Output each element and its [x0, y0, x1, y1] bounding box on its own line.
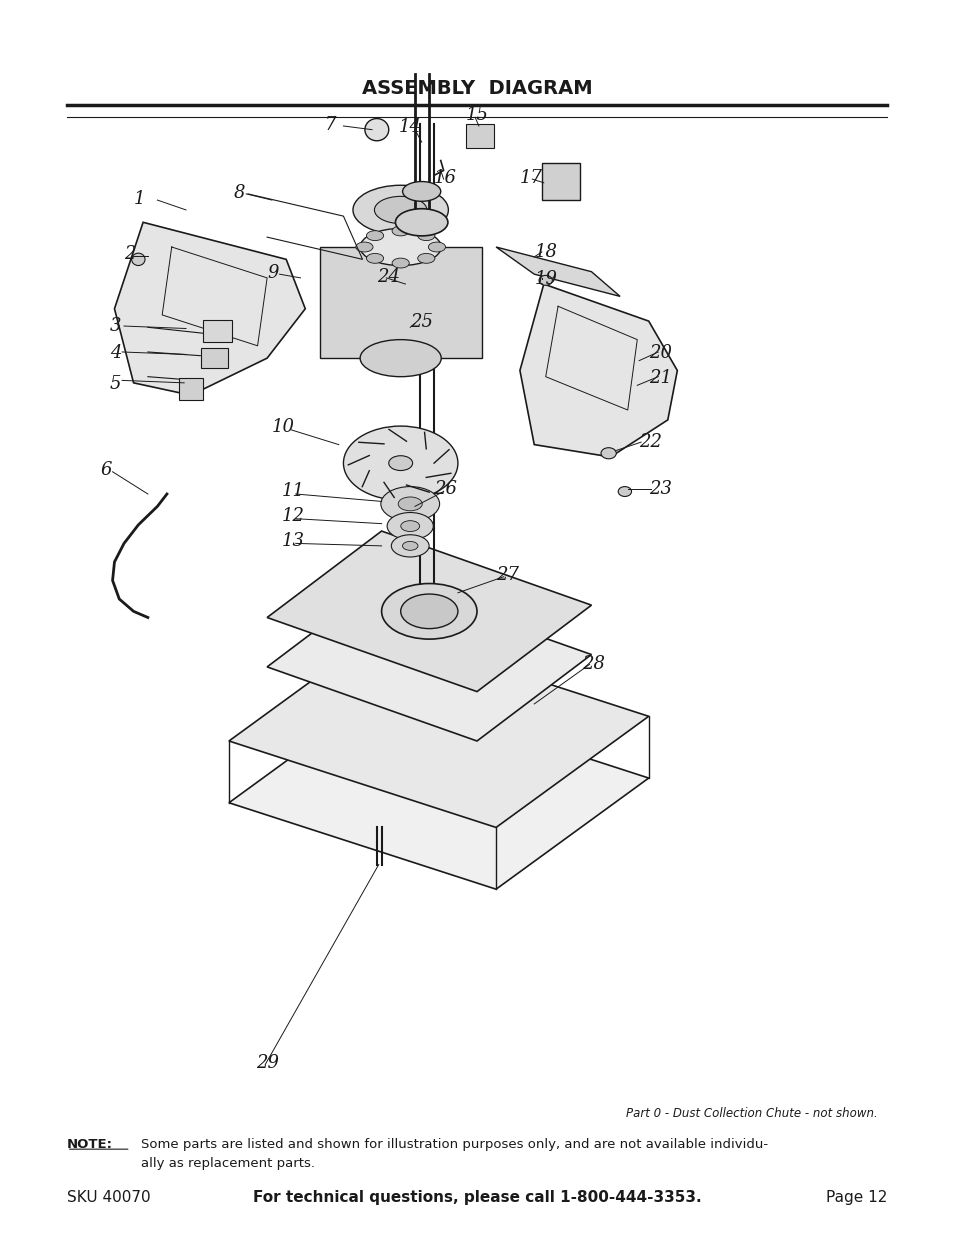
Text: 5: 5 [110, 375, 121, 393]
Text: 23: 23 [648, 480, 671, 498]
Ellipse shape [359, 340, 440, 377]
Text: 24: 24 [376, 268, 399, 285]
Text: 28: 28 [581, 656, 604, 673]
Ellipse shape [397, 496, 422, 511]
Bar [178, 378, 202, 400]
Ellipse shape [366, 231, 383, 241]
Polygon shape [229, 630, 648, 827]
Text: 9: 9 [267, 264, 278, 282]
Text: ally as replacement parts.: ally as replacement parts. [141, 1157, 314, 1170]
Bar [541, 163, 579, 200]
Text: For technical questions, please call 1-800-444-3353.: For technical questions, please call 1-8… [253, 1191, 700, 1205]
Text: Page 12: Page 12 [825, 1191, 886, 1205]
Ellipse shape [402, 541, 417, 551]
Polygon shape [267, 531, 591, 692]
Bar [465, 124, 494, 148]
Text: 4: 4 [110, 345, 121, 362]
Polygon shape [319, 247, 481, 358]
Text: 2: 2 [124, 246, 135, 263]
Text: 1: 1 [133, 190, 145, 207]
Bar [201, 348, 228, 368]
Text: 11: 11 [281, 483, 304, 500]
Text: 26: 26 [434, 480, 456, 498]
Ellipse shape [618, 487, 631, 496]
Text: Part 0 - Dust Collection Chute - not shown.: Part 0 - Dust Collection Chute - not sho… [625, 1108, 877, 1120]
Ellipse shape [417, 231, 435, 241]
Text: 16: 16 [434, 169, 456, 186]
Text: 29: 29 [255, 1055, 278, 1072]
Ellipse shape [400, 594, 457, 629]
Ellipse shape [417, 253, 435, 263]
Text: NOTE:: NOTE: [67, 1139, 112, 1151]
Polygon shape [519, 284, 677, 457]
Polygon shape [267, 580, 591, 741]
Ellipse shape [364, 119, 389, 141]
Ellipse shape [359, 228, 440, 266]
Text: 8: 8 [233, 184, 245, 201]
Text: 13: 13 [281, 532, 304, 550]
Text: 7: 7 [324, 116, 335, 133]
Ellipse shape [428, 242, 445, 252]
Ellipse shape [600, 448, 616, 459]
Ellipse shape [374, 196, 427, 224]
Ellipse shape [402, 182, 440, 201]
Ellipse shape [366, 253, 383, 263]
Ellipse shape [343, 426, 457, 500]
Text: 15: 15 [465, 106, 488, 124]
Text: ASSEMBLY  DIAGRAM: ASSEMBLY DIAGRAM [361, 79, 592, 99]
Text: 12: 12 [281, 508, 304, 525]
Text: 6: 6 [100, 462, 112, 479]
Bar [203, 320, 232, 342]
Ellipse shape [538, 275, 552, 285]
Text: 20: 20 [648, 345, 671, 362]
Polygon shape [114, 222, 305, 395]
Text: 25: 25 [410, 314, 433, 331]
Polygon shape [496, 247, 619, 296]
Text: 22: 22 [639, 433, 661, 451]
Text: 3: 3 [110, 317, 121, 335]
Ellipse shape [355, 242, 373, 252]
Ellipse shape [392, 226, 409, 236]
Text: 27: 27 [496, 567, 518, 584]
Ellipse shape [391, 535, 429, 557]
Ellipse shape [132, 253, 145, 266]
Text: 18: 18 [534, 243, 557, 261]
Text: 14: 14 [398, 119, 421, 136]
Ellipse shape [389, 456, 412, 471]
Ellipse shape [395, 209, 448, 236]
Ellipse shape [381, 584, 476, 640]
Ellipse shape [353, 185, 448, 235]
Text: 17: 17 [519, 169, 542, 186]
Text: 10: 10 [272, 419, 294, 436]
Text: 21: 21 [648, 369, 671, 387]
Ellipse shape [392, 258, 409, 268]
Text: SKU 40070: SKU 40070 [67, 1191, 151, 1205]
Ellipse shape [387, 513, 433, 540]
Text: Some parts are listed and shown for illustration purposes only, and are not avai: Some parts are listed and shown for illu… [141, 1139, 767, 1151]
Ellipse shape [380, 487, 439, 521]
Polygon shape [229, 692, 648, 889]
Ellipse shape [400, 521, 419, 531]
Text: 19: 19 [534, 270, 557, 288]
